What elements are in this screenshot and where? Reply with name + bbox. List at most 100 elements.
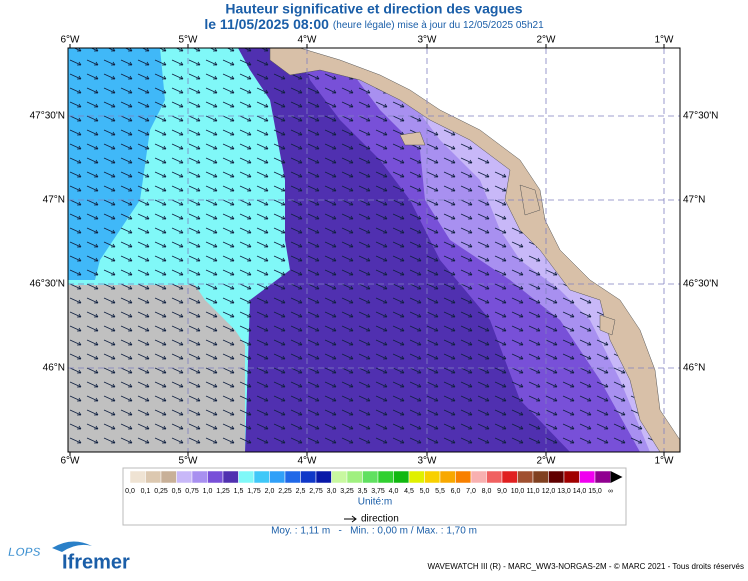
colorbar-arrow: [610, 471, 623, 483]
color-swatch: [548, 470, 565, 484]
legend-label: 0,1: [141, 488, 151, 495]
legend-label: 12,0: [542, 488, 556, 495]
legend-label: 14,0: [573, 488, 587, 495]
subtitle: le 11/05/2025 08:00 (heure légale) mise à…: [204, 16, 544, 32]
color-swatch: [408, 470, 425, 484]
color-swatch: [331, 470, 348, 484]
lon-label: 3°W: [418, 456, 438, 467]
legend-label: 2,25: [278, 488, 292, 495]
color-swatch: [300, 470, 317, 484]
logo-ifremer: Ifremer: [62, 551, 130, 573]
lon-label: 1°W: [655, 35, 675, 46]
color-swatch: [532, 470, 549, 484]
color-swatch: [176, 470, 193, 484]
legend-label: 13,0: [557, 488, 571, 495]
color-swatch: [253, 470, 270, 484]
legend-label: 2,0: [265, 488, 275, 495]
legend-label: 5,5: [435, 488, 445, 495]
color-swatch: [346, 470, 363, 484]
date: le 11/05/2025 08:00: [204, 16, 329, 32]
legend-label: 15,0: [588, 488, 602, 495]
lon-label: 5°W: [179, 35, 199, 46]
legend-label: 3,75: [371, 488, 385, 495]
color-swatch: [238, 470, 255, 484]
legend-label: 0,5: [172, 488, 182, 495]
color-swatch: [207, 470, 224, 484]
color-swatch: [315, 470, 332, 484]
color-swatch: [563, 470, 580, 484]
legend-label: 0,0: [125, 488, 135, 495]
legend-label: 4,0: [389, 488, 399, 495]
color-swatch: [424, 470, 441, 484]
colorbar: 0,0 0,1 0,25 0,5 0,75 1,0 1,25 1,5 1,75 2,0 2,25 2,…: [125, 470, 623, 495]
color-swatch: [486, 470, 503, 484]
unit: Unité:m: [358, 497, 392, 508]
color-swatch: [517, 470, 534, 484]
color-swatch: [269, 470, 286, 484]
title: Hauteur significative et direction des v…: [225, 1, 522, 17]
lat-label: 47°N: [683, 195, 705, 206]
lat-label: 46°N: [683, 363, 705, 374]
color-swatch: [160, 470, 177, 484]
color-swatch: [470, 470, 487, 484]
direction-arrow: [344, 515, 357, 523]
color-swatch: [393, 470, 410, 484]
color-swatch: [594, 470, 611, 484]
color-swatch: [579, 470, 596, 484]
legend-label: 8,0: [482, 488, 492, 495]
legend-label: 1,5: [234, 488, 244, 495]
legend-label: 9,0: [497, 488, 507, 495]
color-swatch: [377, 470, 394, 484]
lon-label: 6°W: [61, 456, 81, 467]
lon-label: 4°W: [298, 35, 318, 46]
legend-label: 1,0: [203, 488, 213, 495]
color-swatch: [501, 470, 518, 484]
legend-label: 3,0: [327, 488, 337, 495]
stats: Moy. : 1,11 m - Min. : 0,00 m / Max. : 1…: [271, 526, 477, 537]
lon-label: 1°W: [655, 456, 675, 467]
lat-label: 46°30'N: [683, 279, 718, 290]
color-swatch: [222, 470, 239, 484]
legend-label: 0,75: [185, 488, 199, 495]
lon-label: 2°W: [537, 35, 557, 46]
legend-label: 0,25: [154, 488, 168, 495]
legend-label: 6,0: [451, 488, 461, 495]
direction: direction: [361, 514, 399, 525]
legend-label: 3,25: [340, 488, 354, 495]
lon-label: 6°W: [61, 35, 81, 46]
legend-label: 2,5: [296, 488, 306, 495]
color-swatch: [145, 470, 162, 484]
lat-label: 46°N: [43, 363, 65, 374]
lat-label: 46°30'N: [30, 279, 65, 290]
lon-label: 5°W: [179, 456, 199, 467]
lat-label: 47°30'N: [30, 111, 65, 122]
lat-label: 47°30'N: [683, 111, 718, 122]
legend-label: 4,5: [404, 488, 414, 495]
legend-label: 7,0: [466, 488, 476, 495]
lon-label: 4°W: [298, 456, 318, 467]
color-swatch: [439, 470, 456, 484]
legend-label: 1,75: [247, 488, 261, 495]
legend-label: 10,0: [511, 488, 525, 495]
color-swatch: [191, 470, 208, 484]
lon-label: 2°W: [537, 456, 557, 467]
legend-label: 11,0: [526, 488, 539, 495]
logo-lops: LOPS: [8, 545, 41, 559]
logo-wave: [52, 541, 92, 552]
legend-label: 5,0: [420, 488, 430, 495]
lon-label: 3°W: [418, 35, 438, 46]
date-note: (heure légale) mise à jour du 12/05/2025…: [333, 20, 544, 31]
legend-label: ∞: [608, 488, 613, 495]
legend-label: 3,5: [358, 488, 368, 495]
lat-label: 47°N: [43, 195, 65, 206]
axes: 6°W 6°W 5°W 5°W 4°W 4°W 3°W 3°W 2°W 2°W 1°W 1°W 47°3…: [30, 35, 719, 467]
color-swatch: [362, 470, 379, 484]
color-swatch: [284, 470, 301, 484]
color-swatch: [455, 470, 472, 484]
legend-label: 1,25: [216, 488, 230, 495]
color-swatch: [129, 470, 146, 484]
grid: [68, 48, 680, 452]
legend-label: 2,75: [309, 488, 323, 495]
credits: WAVEWATCH III (R) - MARC_WW3-NORGAS-2M -…: [428, 562, 744, 571]
